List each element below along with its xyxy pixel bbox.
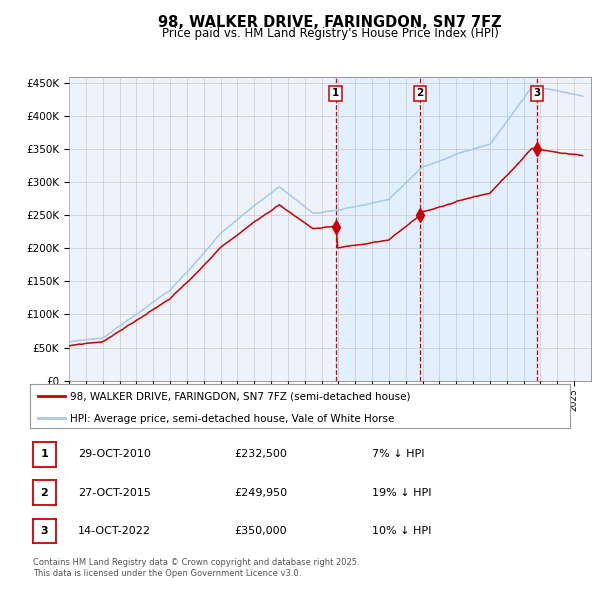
Text: 19% ↓ HPI: 19% ↓ HPI [372, 488, 431, 497]
Text: £232,500: £232,500 [234, 450, 287, 459]
Text: 7% ↓ HPI: 7% ↓ HPI [372, 450, 425, 459]
Text: 98, WALKER DRIVE, FARINGDON, SN7 7FZ: 98, WALKER DRIVE, FARINGDON, SN7 7FZ [158, 15, 502, 30]
Text: 14-OCT-2022: 14-OCT-2022 [78, 526, 151, 536]
Text: £350,000: £350,000 [234, 526, 287, 536]
Text: HPI: Average price, semi-detached house, Vale of White Horse: HPI: Average price, semi-detached house,… [71, 414, 395, 424]
Text: 3: 3 [533, 88, 541, 99]
Text: Price paid vs. HM Land Registry's House Price Index (HPI): Price paid vs. HM Land Registry's House … [161, 27, 499, 40]
Bar [420, 77, 537, 381]
Text: 3: 3 [41, 526, 48, 536]
Text: Contains HM Land Registry data © Crown copyright and database right 2025.
This d: Contains HM Land Registry data © Crown c… [33, 558, 359, 578]
Text: £249,950: £249,950 [234, 488, 287, 497]
Text: 10% ↓ HPI: 10% ↓ HPI [372, 526, 431, 536]
Text: 1: 1 [41, 450, 48, 459]
Text: 27-OCT-2015: 27-OCT-2015 [78, 488, 151, 497]
Text: 98, WALKER DRIVE, FARINGDON, SN7 7FZ (semi-detached house): 98, WALKER DRIVE, FARINGDON, SN7 7FZ (se… [71, 392, 411, 402]
Bar [335, 77, 420, 381]
Text: 1: 1 [332, 88, 339, 99]
Text: 2: 2 [41, 488, 48, 497]
Text: 2: 2 [416, 88, 424, 99]
Text: 29-OCT-2010: 29-OCT-2010 [78, 450, 151, 459]
